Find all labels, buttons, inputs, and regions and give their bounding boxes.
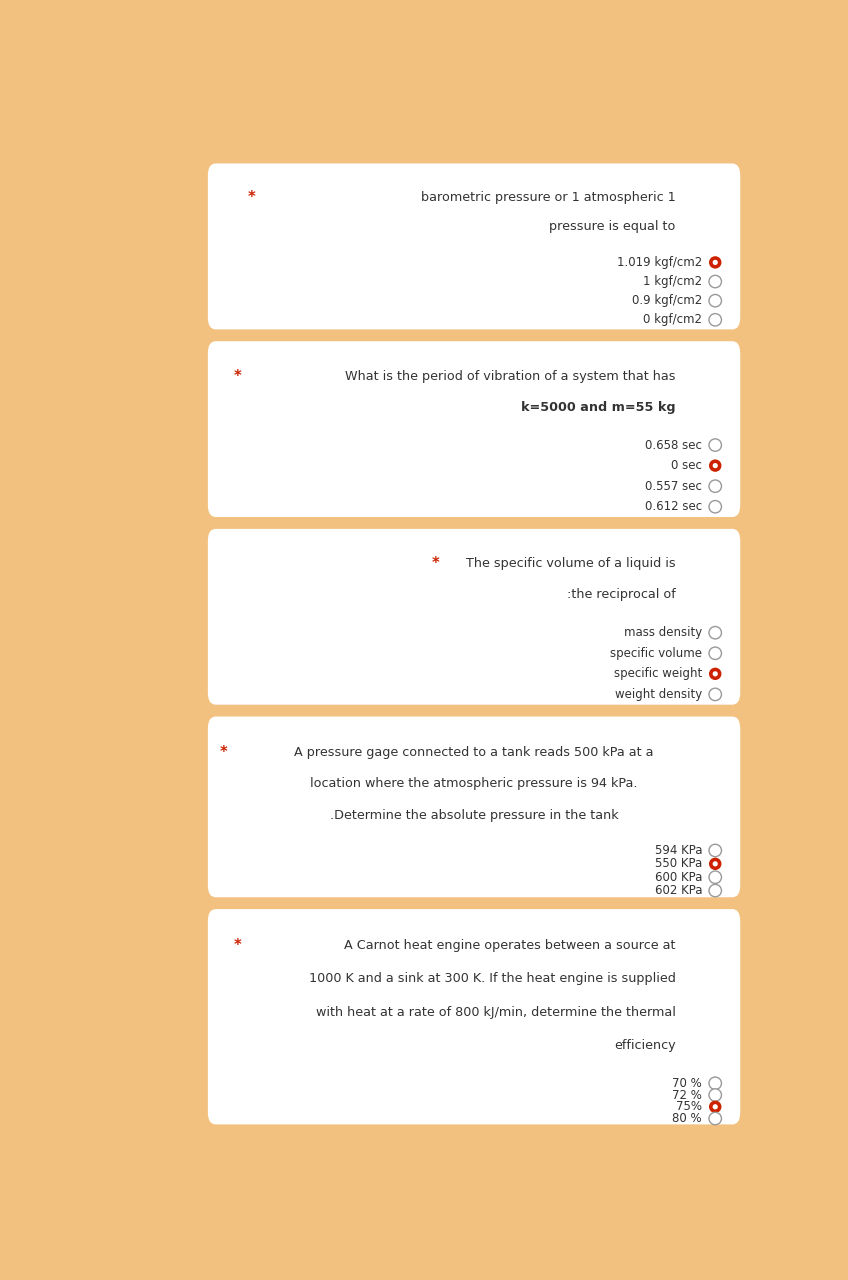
Text: weight density: weight density bbox=[615, 687, 702, 701]
Ellipse shape bbox=[709, 689, 722, 700]
FancyBboxPatch shape bbox=[208, 909, 740, 1124]
Text: 0.557 sec: 0.557 sec bbox=[645, 480, 702, 493]
Text: 594 KPa: 594 KPa bbox=[655, 844, 702, 858]
Text: 600 KPa: 600 KPa bbox=[655, 870, 702, 883]
Text: *: * bbox=[234, 938, 242, 954]
Text: The specific volume of a liquid is: The specific volume of a liquid is bbox=[466, 558, 676, 571]
Text: 602 KPa: 602 KPa bbox=[655, 884, 702, 897]
Ellipse shape bbox=[709, 648, 722, 659]
Text: barometric pressure or 1 atmospheric 1: barometric pressure or 1 atmospheric 1 bbox=[421, 191, 676, 205]
Ellipse shape bbox=[709, 870, 722, 883]
Text: location where the atmospheric pressure is 94 kPa.: location where the atmospheric pressure … bbox=[310, 777, 638, 790]
Text: specific volume: specific volume bbox=[610, 646, 702, 659]
Text: .Determine the absolute pressure in the tank: .Determine the absolute pressure in the … bbox=[330, 809, 618, 822]
Ellipse shape bbox=[709, 668, 722, 680]
FancyBboxPatch shape bbox=[208, 717, 740, 897]
Text: 550 KPa: 550 KPa bbox=[655, 858, 702, 870]
Ellipse shape bbox=[709, 275, 722, 288]
Text: k=5000 and m=55 kg: k=5000 and m=55 kg bbox=[522, 401, 676, 413]
Text: 0.612 sec: 0.612 sec bbox=[645, 500, 702, 513]
Text: 0 sec: 0 sec bbox=[672, 460, 702, 472]
Ellipse shape bbox=[709, 1076, 722, 1089]
Ellipse shape bbox=[712, 463, 718, 468]
Text: efficiency: efficiency bbox=[614, 1039, 676, 1052]
Ellipse shape bbox=[709, 314, 722, 326]
Ellipse shape bbox=[709, 858, 722, 870]
Ellipse shape bbox=[709, 845, 722, 856]
Text: 80 %: 80 % bbox=[672, 1112, 702, 1125]
Text: 72 %: 72 % bbox=[672, 1088, 702, 1102]
Text: 0 kgf/cm2: 0 kgf/cm2 bbox=[643, 314, 702, 326]
Ellipse shape bbox=[712, 861, 718, 867]
Text: 0.9 kgf/cm2: 0.9 kgf/cm2 bbox=[632, 294, 702, 307]
Ellipse shape bbox=[709, 294, 722, 307]
Text: What is the period of vibration of a system that has: What is the period of vibration of a sys… bbox=[345, 370, 676, 383]
Ellipse shape bbox=[709, 1101, 722, 1114]
Text: 1000 K and a sink at 300 K. If the heat engine is supplied: 1000 K and a sink at 300 K. If the heat … bbox=[309, 973, 676, 986]
Ellipse shape bbox=[712, 260, 718, 265]
Ellipse shape bbox=[712, 1105, 718, 1110]
Ellipse shape bbox=[709, 626, 722, 639]
Text: *: * bbox=[234, 369, 242, 384]
Text: pressure is equal to: pressure is equal to bbox=[550, 220, 676, 233]
Ellipse shape bbox=[709, 439, 722, 452]
Text: *: * bbox=[432, 557, 439, 571]
Ellipse shape bbox=[709, 1089, 722, 1101]
Ellipse shape bbox=[709, 500, 722, 513]
Ellipse shape bbox=[709, 480, 722, 493]
Text: *: * bbox=[220, 745, 227, 759]
Text: 70 %: 70 % bbox=[672, 1076, 702, 1089]
Text: with heat at a rate of 800 kJ/min, determine the thermal: with heat at a rate of 800 kJ/min, deter… bbox=[316, 1006, 676, 1019]
FancyBboxPatch shape bbox=[208, 164, 740, 329]
Text: specific weight: specific weight bbox=[614, 667, 702, 681]
Ellipse shape bbox=[709, 460, 722, 472]
Text: *: * bbox=[248, 191, 255, 205]
Text: A Carnot heat engine operates between a source at: A Carnot heat engine operates between a … bbox=[344, 940, 676, 952]
Text: 75%: 75% bbox=[676, 1101, 702, 1114]
Ellipse shape bbox=[709, 1112, 722, 1125]
Ellipse shape bbox=[712, 671, 718, 676]
Ellipse shape bbox=[709, 884, 722, 897]
Text: 1.019 kgf/cm2: 1.019 kgf/cm2 bbox=[616, 256, 702, 269]
Text: A pressure gage connected to a tank reads 500 kPa at a: A pressure gage connected to a tank read… bbox=[294, 745, 654, 759]
FancyBboxPatch shape bbox=[208, 529, 740, 705]
Ellipse shape bbox=[709, 256, 722, 269]
Text: :the reciprocal of: :the reciprocal of bbox=[567, 589, 676, 602]
FancyBboxPatch shape bbox=[208, 342, 740, 517]
Text: 1 kgf/cm2: 1 kgf/cm2 bbox=[643, 275, 702, 288]
Text: mass density: mass density bbox=[624, 626, 702, 639]
Text: 0.658 sec: 0.658 sec bbox=[645, 439, 702, 452]
